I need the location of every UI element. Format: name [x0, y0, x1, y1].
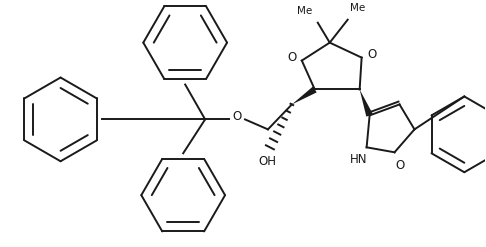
- Text: O: O: [232, 110, 242, 123]
- Text: OH: OH: [258, 155, 276, 168]
- Text: O: O: [395, 159, 404, 172]
- Text: HN: HN: [350, 153, 367, 166]
- Polygon shape: [360, 89, 373, 117]
- Text: Me: Me: [296, 6, 312, 16]
- Polygon shape: [292, 86, 317, 104]
- Text: O: O: [287, 51, 296, 64]
- Text: O: O: [367, 48, 376, 61]
- Text: Me: Me: [349, 3, 365, 13]
